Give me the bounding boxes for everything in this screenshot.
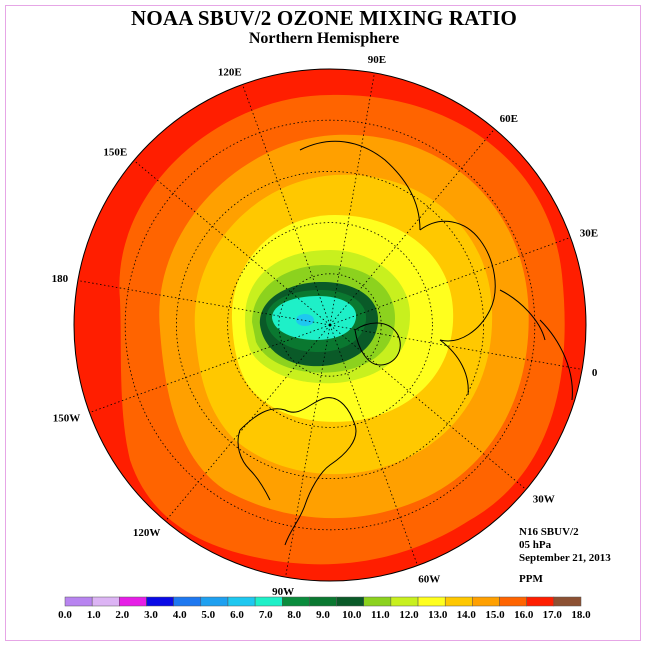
colorbar-tick-label: 6.0 xyxy=(230,609,244,621)
colorbar-tick-label: 15.0 xyxy=(485,609,505,621)
longitude-label: 30W xyxy=(533,494,555,506)
meridian-line xyxy=(133,160,331,326)
longitude-label: 90E xyxy=(368,54,386,66)
colorbar-swatch xyxy=(91,596,120,607)
instrument-label: N16 SBUV/2 xyxy=(519,526,579,538)
meridian-line xyxy=(242,84,331,326)
colorbar-tick-label: 14.0 xyxy=(457,609,477,621)
colorbar-swatch xyxy=(146,596,174,607)
longitude-label: 120W xyxy=(133,527,161,539)
longitude-label: 60W xyxy=(418,574,440,586)
latitude-circle xyxy=(175,170,485,480)
meridian-line xyxy=(329,324,418,566)
units-label: PPM xyxy=(519,573,543,585)
colorbar-tick-label: 17.0 xyxy=(543,609,563,621)
meridian-line xyxy=(89,324,331,413)
colorbar-tick-label: 10.0 xyxy=(342,609,362,621)
map-boundary xyxy=(73,68,587,582)
colorbar-swatch xyxy=(526,596,555,607)
contour-7 xyxy=(296,314,314,326)
meridian-line xyxy=(329,128,495,326)
colorbar-tick-label: 13.0 xyxy=(428,609,448,621)
longitude-label: 30E xyxy=(580,228,598,240)
meridian-line xyxy=(77,280,331,326)
colorbar-tick-label: 8.0 xyxy=(287,609,301,621)
latitude-circle xyxy=(124,119,536,531)
colorbar-swatch xyxy=(417,596,446,607)
longitude-label: 120E xyxy=(218,66,242,78)
latitude-circle xyxy=(278,273,382,377)
meridian-line xyxy=(165,324,331,522)
contour-8 xyxy=(272,296,357,340)
greenland-coast xyxy=(354,322,401,366)
longitude-labels: 90E 60E 30E 0 30W 60W 90W 120W 150W 180 150E 120E xyxy=(52,54,598,598)
longitude-label: 150W xyxy=(53,412,81,424)
graticule xyxy=(77,72,583,578)
colorbar-swatch xyxy=(119,596,147,607)
longitude-label: 90W xyxy=(272,586,294,598)
date-label: September 21, 2013 xyxy=(519,552,611,564)
colorbar-tick-label: 4.0 xyxy=(173,609,187,621)
colorbar-swatch xyxy=(200,596,229,607)
coastlines xyxy=(237,140,573,546)
page-subtitle: Northern Hemisphere xyxy=(248,30,400,47)
meridian-line xyxy=(329,237,571,326)
colorbar-swatch xyxy=(64,596,93,607)
colorbar-tick-label: 0.0 xyxy=(58,609,72,621)
longitude-label: 180 xyxy=(52,273,69,285)
page-title: NOAA SBUV/2 OZONE MIXING RATIO xyxy=(131,6,517,30)
meridian-line xyxy=(329,72,375,326)
europe-coast xyxy=(439,289,546,396)
colorbar-tick-label: 7.0 xyxy=(259,609,273,621)
colorbar-swatch xyxy=(282,596,310,607)
colorbar-tick-label: 12.0 xyxy=(399,609,419,621)
colorbar-swatch xyxy=(336,596,364,607)
latitude-circle xyxy=(227,222,433,428)
colorbar-swatch xyxy=(472,596,500,607)
longitude-label: 60E xyxy=(500,113,518,125)
colorbar-tick-label: 18.0 xyxy=(571,609,591,621)
africa-coast xyxy=(539,319,573,401)
colorbar-tick-label: 5.0 xyxy=(201,609,215,621)
colorbar-swatch xyxy=(309,596,337,607)
colorbar-swatch xyxy=(390,596,419,607)
colorbar-swatch xyxy=(363,596,392,607)
colorbar-swatch xyxy=(254,596,283,607)
colorbar-tick-label: 9.0 xyxy=(316,609,330,621)
north-america-coast xyxy=(237,397,357,546)
longitude-label: 0 xyxy=(592,367,598,379)
meridian-line xyxy=(285,324,331,578)
info-block: N16 SBUV/2 05 hPa September 21, 2013 xyxy=(519,526,611,565)
meridian-line xyxy=(329,324,583,370)
colorbar-swatch xyxy=(553,596,582,607)
colorbar-swatch xyxy=(173,596,202,607)
meridian-line xyxy=(329,324,527,490)
colorbar-tick-label: 1.0 xyxy=(87,609,101,621)
colorbar: 0.0 1.0 2.0 3.0 4.0 5.0 6.0 7.0 8.0 9.0 10.0 11.0 12… xyxy=(58,596,591,621)
colorbar-tick-label: 11.0 xyxy=(371,609,390,621)
longitude-label: 150E xyxy=(103,146,127,158)
colorbar-tick-label: 3.0 xyxy=(144,609,158,621)
colorbar-tick-label: 16.0 xyxy=(514,609,534,621)
plot-frame xyxy=(5,5,641,641)
eurasia-coast xyxy=(299,140,496,342)
colorbar-tick-label: 2.0 xyxy=(115,609,129,621)
colorbar-swatch xyxy=(227,596,256,607)
colorbar-swatch xyxy=(499,596,527,607)
pressure-level-label: 05 hPa xyxy=(519,539,552,551)
colorbar-swatch xyxy=(444,596,473,607)
